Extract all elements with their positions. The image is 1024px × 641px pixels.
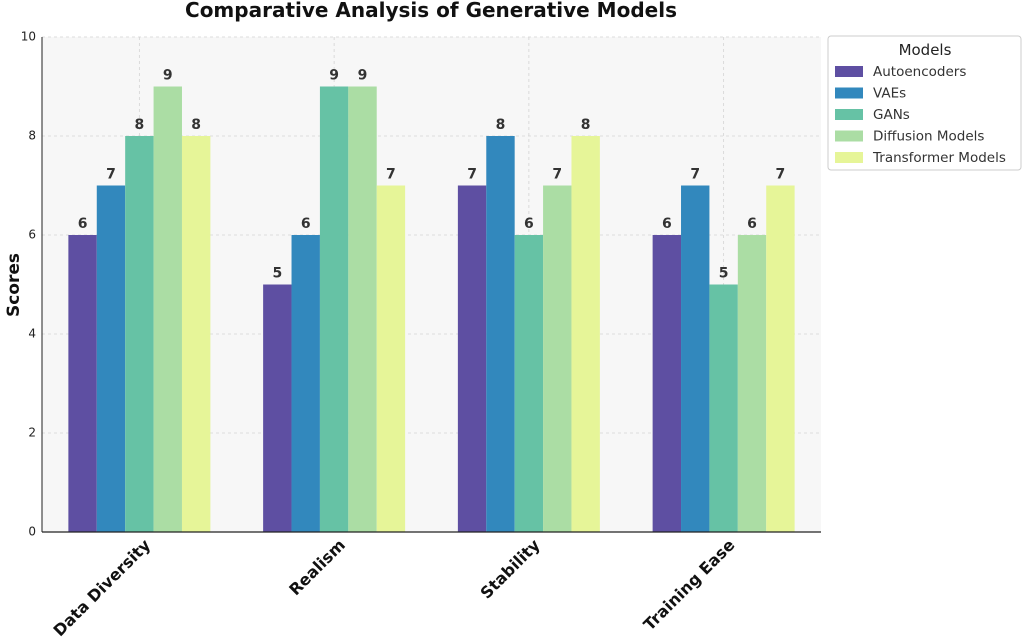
chart-title: Comparative Analysis of Generative Model… [185,0,677,22]
legend-entry: Transformer Models [872,150,1006,166]
data-label: 9 [163,68,173,84]
legend-swatch [835,152,863,163]
y-tick-label: 10 [21,30,36,44]
data-label: 7 [776,167,786,183]
y-tick-label: 2 [28,426,36,440]
legend-swatch [835,87,863,99]
data-label: 5 [719,266,729,282]
data-label: 6 [662,216,672,232]
data-label: 7 [690,167,700,183]
data-label: 7 [386,167,396,183]
bar [68,235,97,532]
legend-swatch [835,130,863,142]
bar [181,136,211,532]
data-label: 7 [106,167,116,183]
bar [766,185,795,532]
legend-entry: VAEs [873,86,906,102]
data-label: 8 [135,117,145,133]
bar [263,284,292,532]
data-label: 8 [496,117,506,133]
data-label: 6 [78,216,88,232]
data-label: 6 [524,216,534,232]
bar [319,86,349,532]
data-label: 9 [358,68,368,84]
data-label: 5 [272,266,282,282]
bar [125,136,154,532]
y-tick-label: 6 [28,228,36,242]
bar [376,185,406,532]
data-label: 6 [301,216,311,232]
legend-entry: Diffusion Models [873,129,984,145]
legend-entry: GANs [873,107,910,123]
x-tick-label: Realism [285,535,349,599]
bars [68,86,795,532]
y-tick-label: 0 [28,525,36,539]
bar [571,136,600,532]
legend: Models Autoencoders VAEs GANs Diffusion Mod… [827,35,1022,171]
legend-swatch [835,66,863,77]
bar [652,235,682,532]
bar [96,185,126,532]
y-tick-label: 4 [28,327,36,341]
x-tick-label: Data Diversity [49,535,154,640]
legend-entry: Autoencoders [873,64,966,80]
y-tick-label: 8 [28,129,36,143]
bar [737,235,767,532]
data-label: 8 [191,117,201,133]
legend-swatch [835,109,863,120]
legend-title: Models [899,41,952,59]
bar [514,235,544,532]
data-label: 7 [552,167,562,183]
legend-frame [827,35,1022,171]
x-tick-label: Stability [477,535,545,603]
data-label: 8 [581,117,591,133]
bar [486,136,515,532]
data-label: 7 [467,167,477,183]
data-labels: 6 7 8 9 8 5 6 9 9 7 7 8 6 7 8 6 7 5 6 7 [78,68,786,282]
data-label: 6 [747,216,757,232]
bar [709,284,738,532]
bar [291,235,320,532]
bar [681,185,710,532]
bar [153,86,182,532]
bar [457,185,487,532]
bar [543,185,572,532]
x-tick-label: Training Ease [640,535,739,634]
data-label: 9 [329,68,339,84]
bar [348,86,377,532]
y-axis-label: Scores [4,253,24,317]
